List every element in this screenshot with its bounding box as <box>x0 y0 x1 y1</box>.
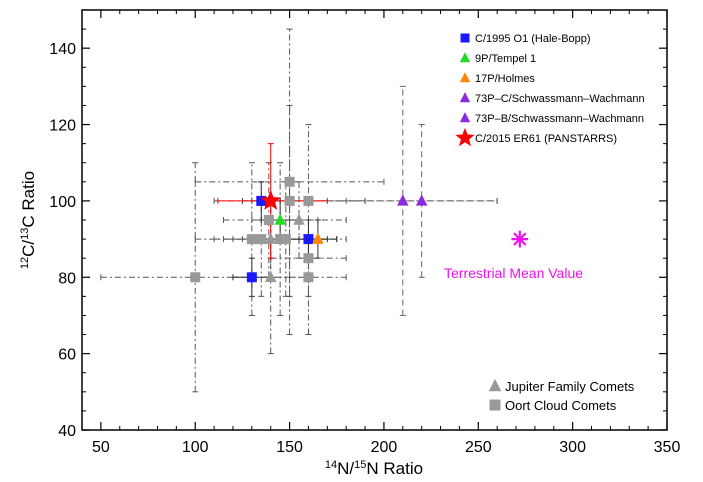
gray-point-11-marker <box>264 270 277 282</box>
colored-point-6-marker <box>415 194 428 206</box>
legend-top-marker-1 <box>459 52 471 63</box>
gray-point-9-marker <box>303 253 314 264</box>
x-tick-label: 50 <box>92 439 110 456</box>
x-tick-label: 200 <box>371 439 398 456</box>
x-tick-label: 150 <box>276 439 303 456</box>
colored-point-5-marker <box>397 194 409 206</box>
gray-point-12-marker <box>264 232 277 244</box>
legend-top-label-1: 9P/Tempel 1 <box>475 53 536 65</box>
gray-point-8-marker <box>303 195 314 206</box>
y-tick-label: 80 <box>58 270 76 287</box>
gray-point-0-marker <box>190 272 201 283</box>
legend-bottom-label-1: Oort Cloud Comets <box>505 398 617 413</box>
legend-top-marker-2 <box>459 72 471 83</box>
y-tick-label: 40 <box>58 423 76 440</box>
legend-top-marker-0 <box>460 33 470 43</box>
terrestrial-annotation: Terrestrial Mean Value <box>444 265 583 281</box>
legend-top: C/1995 O1 (Hale-Bopp) 9P/Tempel 1 17P/Holm… <box>455 33 645 147</box>
gray-point-7-marker <box>284 176 295 187</box>
legend-top-label-5: C/2015 ER61 (PANSTARRS) <box>475 133 617 145</box>
gray-point-5-marker <box>280 234 291 245</box>
legend-bottom-marker-0 <box>488 378 502 392</box>
gray-point-13-marker <box>293 213 305 225</box>
gray-point-3-marker <box>263 215 274 225</box>
legend-top-marker-4 <box>459 112 471 123</box>
terrestrial-point-marker <box>511 230 529 248</box>
gray-point-4-marker <box>275 234 286 245</box>
y-tick-label: 60 <box>58 347 76 364</box>
legend-top-marker-3 <box>459 92 471 103</box>
y-tick-label: 100 <box>49 194 76 211</box>
x-tick-label: 300 <box>559 439 586 456</box>
legend-bottom-label-0: Jupiter Family Comets <box>505 379 635 394</box>
colored-point-0-marker <box>246 272 257 283</box>
x-tick-label: 100 <box>182 439 209 456</box>
error-bars-layer <box>100 28 498 393</box>
x-tick-label: 350 <box>654 439 681 456</box>
legend-top-label-2: 17P/Holmes <box>475 73 535 85</box>
colored-point-1-marker <box>256 195 267 206</box>
ticks-layer <box>81 9 668 431</box>
gray-point-10-marker <box>303 272 314 283</box>
gray-point-1-marker <box>246 234 257 245</box>
colored-point-7-marker <box>260 189 282 210</box>
legend-bottom: Jupiter Family Comets Oort Cloud Comets <box>488 378 635 413</box>
x-axis-title: 14N/15N Ratio <box>325 459 423 478</box>
markers-layer <box>190 176 529 283</box>
colored-point-2-marker <box>303 234 314 245</box>
y-tick-label: 120 <box>49 118 76 135</box>
y-tick-label: 140 <box>49 41 76 58</box>
gray-point-2-marker <box>256 234 267 245</box>
legend-top-label-4: 73P–B/Schwassmann–Wachmann <box>475 113 644 125</box>
legend-top-label-3: 73P–C/Schwassmann–Wachmann <box>475 93 645 105</box>
legend-top-marker-5 <box>455 127 475 147</box>
gray-point-6-marker <box>284 195 295 206</box>
colored-point-3-marker <box>274 213 286 225</box>
legend-bottom-marker-1 <box>489 399 501 411</box>
colored-point-4-marker <box>312 232 324 244</box>
tick-labels-layer: 50 100 150 200 250 300 350 40 60 80 100 120 140 <box>49 41 680 456</box>
plot-frame <box>81 9 668 431</box>
x-tick-label: 250 <box>465 439 492 456</box>
legend-top-label-0: C/1995 O1 (Hale-Bopp) <box>475 33 591 45</box>
y-axis-title: 12C/13C Ratio <box>19 171 38 269</box>
